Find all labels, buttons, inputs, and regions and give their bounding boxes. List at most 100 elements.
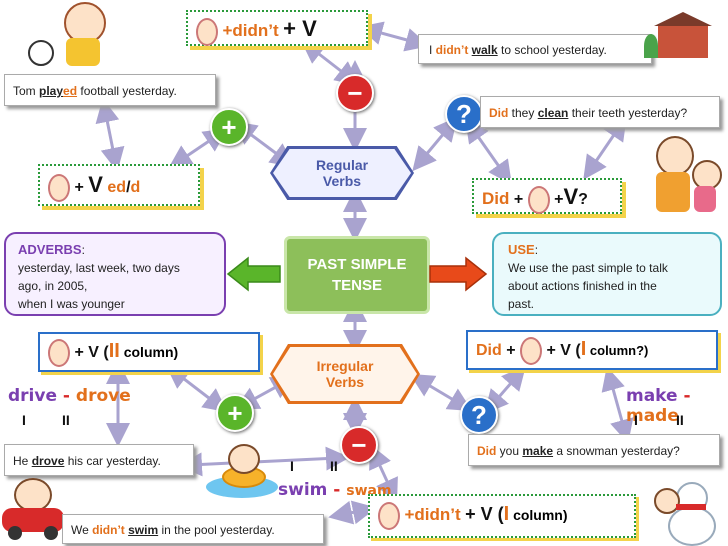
didnt-label: +didn’t [222,21,279,40]
d-ending: d [130,179,141,196]
example-text: their teeth yesterday? [568,106,688,120]
kids-brushing-illustration [650,130,722,216]
use-title: USE [508,242,535,257]
example-aux: Did [477,444,497,458]
example-text: a snowman yesterday? [553,444,680,458]
regular-question-example: Did they clean their teeth yesterday? [480,96,720,128]
example-verb: swim [128,523,159,537]
roman-numeral: I [580,338,587,361]
example-aux: Did [489,106,509,120]
plus-label: + [554,191,564,208]
use-colon: : [534,243,539,257]
plus-label: + [506,342,516,360]
verb-label: V [563,184,579,209]
irregular-negative-formula: +didn’t + V (I column) [368,494,636,538]
column-label: column?) [586,343,649,359]
irregular-question-example: Did you make a snowman yesterday? [468,434,720,466]
roman-one: I [634,412,638,428]
minus-icon: − [340,426,378,464]
roman-one: I [290,458,294,474]
snowman-illustration [652,474,724,546]
irregular-positive-formula: + V (II column) [38,332,260,372]
verb-label: + V ( [465,504,504,525]
verb-dash: - [333,480,341,500]
example-verb: make [522,444,554,458]
use-line: about actions finished in the [508,279,657,293]
plus-label: + [74,179,84,196]
ed-ending: ed [107,179,127,196]
use-line: We use the past simple to talk [508,261,668,275]
use-box: USE: We use the past simple to talk abou… [492,232,722,316]
didnt-label: +didn’t [404,505,461,525]
example-text: to school yesterday. [497,43,607,57]
boy-car-illustration [2,476,66,542]
regular-line2: Verbs [322,173,362,189]
boy-football-illustration [24,0,124,70]
example-aux: didn’t [435,43,469,57]
adverbs-box: ADVERBS: yesterday, last week, two days … [4,232,226,316]
irregular-positive-example: He drove his car yesterday. [4,444,194,476]
regular-negative-example: I didn’t walk to school yesterday. [418,34,652,64]
plus-icon: + [210,108,248,146]
irregular-negative-example: We didn’t swim in the pool yesterday. [62,514,324,544]
irregular-verbs-hexagon-border: Irregular Verbs [270,344,420,404]
minus-icon: − [336,74,374,112]
roman-two: II [676,412,684,428]
verb-label: + V [283,16,317,41]
roman-two: II [330,458,338,474]
adverbs-line: ago, in 2005, [18,279,88,293]
roman-two: II [62,412,70,428]
question-mark-label: ? [578,191,588,208]
plus-icon: + [216,394,254,432]
example-text: He [13,454,32,468]
example-aux: didn’t [92,523,125,537]
example-text: in the pool yesterday. [158,523,275,537]
example-text: his car yesterday. [64,454,161,468]
roman-numeral: I [503,503,510,526]
regular-positive-formula: + V ed/d [38,164,200,206]
regular-verbs-hexagon-border: Regular Verbs [270,146,414,200]
adverbs-line: yesterday, last week, two days [18,261,180,275]
did-label: Did [476,342,502,360]
swimmer-illustration [206,440,278,500]
boy-face-icon [196,17,218,46]
irregular-verbs-node: Irregular Verbs [273,347,417,401]
verb-form-2: made [626,406,679,426]
regular-verbs-node: Regular Verbs [273,149,411,197]
example-text: I [429,43,436,57]
football-icon [28,40,54,66]
boy-face-icon [48,173,70,202]
verb-form-2: drove [75,386,131,406]
roman-numeral: II [108,340,120,363]
example-verb: play [39,84,64,98]
slash-label: / [126,179,131,196]
plus-label: + [74,344,84,362]
regular-line1: Regular [315,157,369,173]
example-verb: walk [471,43,498,57]
verb-form-1: swim [278,480,328,500]
adverbs-title: ADVERBS [18,242,82,257]
boy-face-icon [378,502,400,530]
use-line: past. [508,297,535,311]
column-label: column) [119,344,179,361]
regular-positive-example: Tom played football yesterday. [4,74,216,106]
verb-pair-make: make - made [626,386,728,426]
irregular-line1: Irregular [316,358,374,374]
column-label: column) [509,507,568,524]
green-arrow-icon [226,256,281,292]
regular-question-formula: Did + +V? [472,178,622,214]
verb-form-1: make [626,386,678,406]
plus-label: + [513,191,524,208]
adverbs-line: when I was younger [18,297,125,311]
irregular-line2: Verbs [325,374,365,390]
question-icon: ? [445,95,483,133]
adverbs-colon: : [81,243,85,257]
example-verb-ending: ed [63,84,78,98]
verb-pair-drive: drive - drove [8,386,131,406]
example-verb: clean [537,106,569,120]
example-verb: drove [31,454,65,468]
verb-label: + V ( [546,342,581,360]
question-icon: ? [460,396,498,434]
did-label: Did [482,189,510,208]
verb-form-1: drive [8,386,57,406]
